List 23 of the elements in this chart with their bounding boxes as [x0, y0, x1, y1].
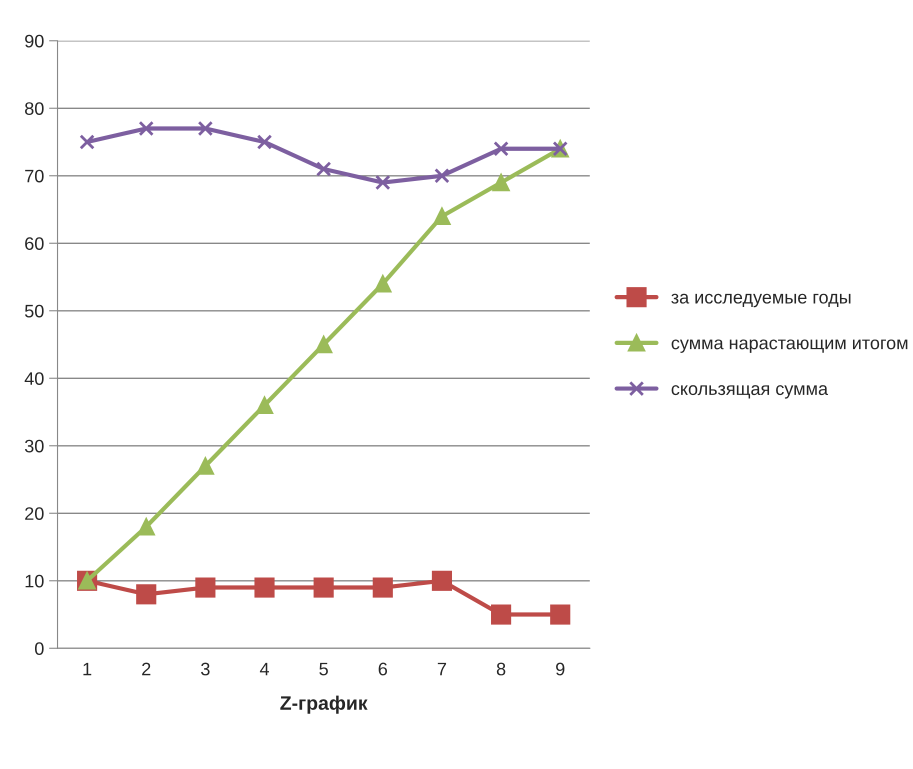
x-tick-label: 8: [496, 662, 506, 676]
x-tick-label: 2: [142, 662, 150, 676]
x-tick-label: 5: [319, 662, 328, 676]
y-tick-label: 90: [25, 34, 44, 48]
y-tick-label: 60: [25, 237, 44, 250]
y-tick-label: 40: [24, 372, 44, 385]
y-tick-label: 10: [26, 574, 44, 588]
y-tick-label: 50: [24, 304, 44, 318]
y-tick-label: 20: [25, 507, 44, 520]
x-tick-label: 3: [201, 662, 210, 676]
x-tick-label: 6: [378, 662, 388, 676]
legend-label: скользящая сумма: [672, 385, 828, 399]
legend-label: сумма нарастающим итогом: [672, 339, 908, 353]
y-tick-label: 80: [25, 102, 44, 115]
legend-label: за исследуемые годы: [671, 294, 850, 308]
y-tick-label: 0: [34, 642, 44, 655]
y-tick-label: 70: [25, 170, 44, 182]
x-axis-title: Z-график: [280, 696, 368, 714]
x-tick-label: 4: [260, 662, 270, 676]
y-tick-label: 30: [24, 440, 44, 452]
x-tick-label: 1: [83, 662, 92, 676]
x-tick-label: 7: [438, 662, 446, 676]
x-tick-label: 9: [556, 662, 564, 676]
